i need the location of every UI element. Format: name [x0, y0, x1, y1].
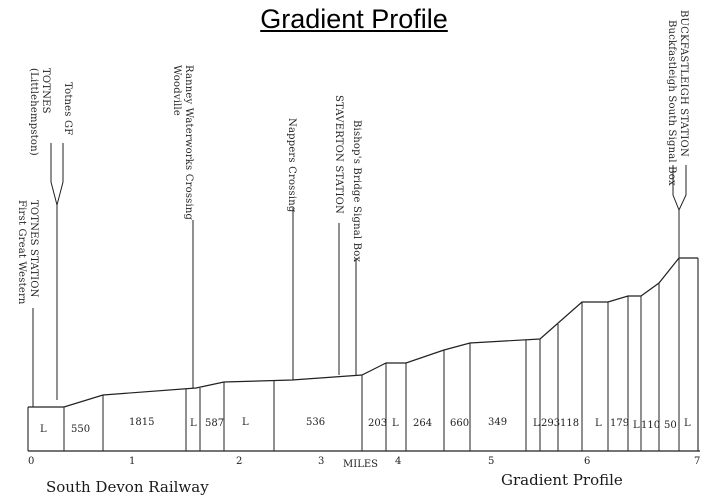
station-labels: TOTNES STATION First Great Western TOTNE…	[16, 10, 689, 305]
station-label-bishops-bridge: Bishop's Bridge Signal Box	[351, 120, 362, 262]
gradient-label: L	[684, 418, 691, 429]
gradient-label: 550	[71, 424, 90, 435]
station-label-staverton: STAVERTON STATION	[333, 95, 344, 214]
station-label-buckfastleigh-1: BUCKFASTLEIGH STATION	[678, 10, 689, 157]
gradient-label: L	[242, 417, 249, 428]
gradient-label: 118	[560, 418, 579, 429]
mile-tick: 0	[28, 456, 34, 467]
mile-tick: 1	[129, 456, 135, 467]
station-label-totnes-2: (Littlehempston)	[28, 68, 39, 156]
gradient-labels: L 550 1815 L 587 L 536 203 L 264 660 349…	[40, 417, 691, 435]
gradient-label: 1815	[129, 417, 154, 428]
gradient-label: 660	[450, 418, 469, 429]
gradient-label: L	[595, 418, 602, 429]
gradient-label: 179	[610, 418, 629, 429]
station-label-buckfastleigh-2: Buckfastleigh South Signal Box	[666, 20, 677, 186]
gradient-label: L	[633, 420, 640, 431]
gradient-label: 587	[205, 418, 224, 429]
gradient-label: L	[533, 418, 540, 429]
gradient-label: L	[392, 418, 399, 429]
station-label-ranney-1: Ranney Waterworks Crossing	[183, 65, 194, 221]
mile-tick: 7	[694, 456, 700, 467]
mile-ticks: 0 1 2 3 4 5 6 7 MILES	[28, 456, 700, 470]
station-markers	[32, 143, 687, 407]
footer-left-caption: South Devon Railway	[46, 478, 209, 496]
gradient-label: 293	[541, 418, 560, 429]
miles-axis-label: MILES	[343, 459, 378, 470]
gradient-label: 264	[413, 418, 432, 429]
station-label-totnes-gf: Totnes GF	[62, 82, 73, 135]
page-title: Gradient Profile	[260, 4, 448, 34]
mile-tick: 6	[584, 456, 590, 467]
segment-dividers	[63, 258, 680, 451]
gradient-label: L	[40, 424, 47, 435]
station-label-ranney-2: Woodville	[171, 65, 182, 116]
profile-line	[28, 257, 698, 408]
station-label-totnes-1: TOTNES	[40, 68, 51, 114]
footer-right-caption: Gradient Profile	[501, 471, 623, 489]
gradient-label: 203	[368, 418, 387, 429]
gradient-label: 50	[664, 420, 677, 431]
station-label-nappers-crossing: Nappers Crossing	[286, 118, 297, 213]
mile-tick: 2	[236, 456, 242, 467]
gradient-label: 110	[641, 420, 660, 431]
mile-tick: 5	[488, 456, 494, 467]
mile-tick: 4	[395, 456, 401, 467]
gradient-label: L	[190, 418, 197, 429]
mile-tick: 3	[318, 456, 324, 467]
gradient-label: 536	[306, 417, 325, 428]
station-label-totnes-station-2: First Great Western	[16, 200, 27, 305]
station-label-totnes-station-1: TOTNES STATION	[28, 200, 39, 298]
gradient-label: 349	[488, 417, 507, 428]
